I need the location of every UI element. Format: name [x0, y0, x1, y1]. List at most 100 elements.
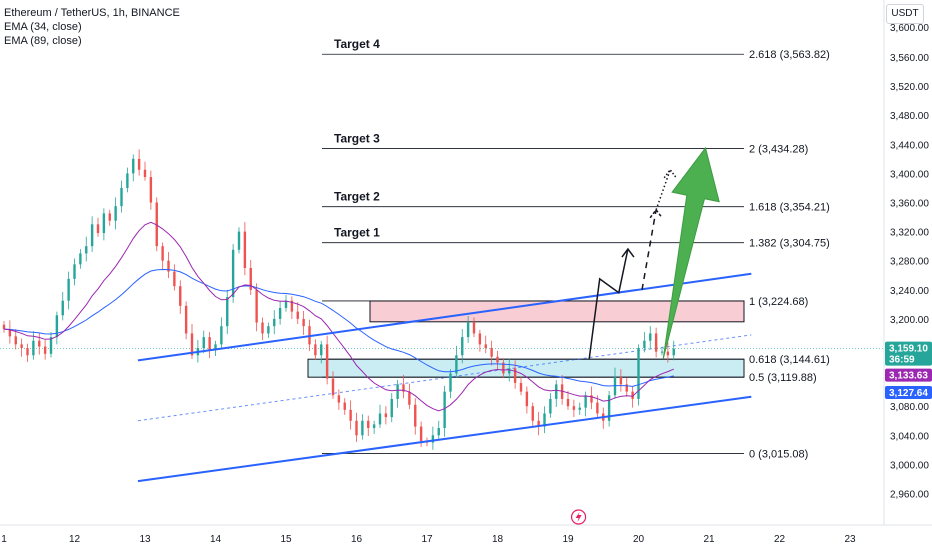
candle-body[interactable]: [85, 246, 88, 254]
candle-body[interactable]: [549, 398, 552, 414]
currency-unit-button[interactable]: USDT: [886, 4, 924, 24]
candle-body[interactable]: [273, 318, 276, 327]
candle-body[interactable]: [607, 395, 611, 421]
candle-body[interactable]: [496, 356, 499, 363]
candle-body[interactable]: [249, 267, 252, 290]
candle-body[interactable]: [484, 344, 487, 348]
candle-body[interactable]: [402, 384, 405, 392]
candle-body[interactable]: [243, 231, 247, 268]
candle-body[interactable]: [137, 158, 141, 170]
candle-body[interactable]: [466, 322, 470, 338]
projection-dashed[interactable]: [641, 209, 657, 290]
candle-body[interactable]: [372, 424, 376, 429]
candle-body[interactable]: [619, 377, 623, 385]
symbol-title[interactable]: Ethereum / TetherUS, 1h, BINANCE: [4, 7, 180, 19]
candle-body[interactable]: [8, 329, 12, 337]
candle-body[interactable]: [654, 333, 658, 352]
big-green-arrow[interactable]: [662, 146, 720, 360]
ema89-price-tag[interactable]: [885, 386, 932, 400]
candle-body[interactable]: [490, 348, 493, 357]
candle-body[interactable]: [355, 420, 358, 436]
ema34-line[interactable]: [3, 221, 674, 412]
channel-lower-line[interactable]: [137, 395, 752, 483]
candle-body[interactable]: [143, 169, 147, 178]
candle-body[interactable]: [572, 406, 576, 410]
candle-body[interactable]: [149, 177, 153, 203]
candle-body[interactable]: [55, 315, 59, 338]
candle-body[interactable]: [384, 413, 388, 418]
candle-body[interactable]: [290, 300, 294, 312]
candle-body[interactable]: [331, 378, 335, 396]
candle-body[interactable]: [132, 158, 135, 174]
candle-body[interactable]: [396, 384, 399, 399]
candle-body[interactable]: [237, 231, 241, 250]
candle-body[interactable]: [337, 395, 341, 403]
candle-body[interactable]: [126, 173, 129, 188]
candle-body[interactable]: [378, 413, 382, 425]
candle-body[interactable]: [408, 391, 411, 405]
candle-body[interactable]: [414, 404, 417, 427]
candle-body[interactable]: [67, 278, 70, 301]
ema89-indicator-label[interactable]: EMA (89, close): [4, 35, 82, 47]
candle-body[interactable]: [555, 384, 558, 399]
candle-body[interactable]: [666, 351, 670, 356]
candle-body[interactable]: [43, 346, 47, 354]
candle-body[interactable]: [461, 337, 464, 356]
candle-body[interactable]: [278, 307, 282, 319]
candle-body[interactable]: [255, 289, 258, 323]
candle-body[interactable]: [349, 409, 352, 421]
candle-body[interactable]: [314, 344, 317, 356]
candle-body[interactable]: [519, 382, 523, 392]
candle-body[interactable]: [431, 435, 435, 443]
candle-body[interactable]: [449, 373, 452, 392]
candle-body[interactable]: [637, 348, 640, 399]
projection-path[interactable]: [588, 248, 629, 359]
candle-body[interactable]: [531, 406, 534, 421]
candle-body[interactable]: [343, 402, 346, 410]
candle-body[interactable]: [478, 333, 482, 345]
projection-dotted[interactable]: [655, 169, 671, 211]
candle-body[interactable]: [214, 344, 217, 350]
candle-body[interactable]: [502, 362, 505, 374]
candle-body[interactable]: [543, 413, 546, 427]
candle-body[interactable]: [202, 337, 205, 348]
candle-body[interactable]: [49, 337, 53, 354]
candle-body[interactable]: [508, 368, 511, 374]
candle-body[interactable]: [161, 246, 164, 261]
candle-body[interactable]: [114, 206, 117, 221]
candle-body[interactable]: [38, 340, 41, 347]
channel-upper-line[interactable]: [137, 272, 752, 362]
candle-body[interactable]: [649, 333, 652, 341]
candle-body[interactable]: [537, 420, 540, 427]
candle-body[interactable]: [184, 305, 188, 334]
candle-body[interactable]: [613, 377, 617, 396]
candle-body[interactable]: [320, 344, 323, 356]
candle-body[interactable]: [26, 348, 29, 356]
candle-body[interactable]: [672, 348, 675, 356]
candle-body[interactable]: [120, 187, 123, 207]
ema89-line[interactable]: [3, 268, 674, 387]
candle-body[interactable]: [108, 213, 111, 221]
candle-body[interactable]: [578, 407, 581, 410]
candle-body[interactable]: [584, 395, 587, 408]
candle-body[interactable]: [61, 300, 64, 316]
candle-body[interactable]: [419, 426, 423, 442]
candle-body[interactable]: [367, 420, 370, 429]
candle-body[interactable]: [560, 384, 564, 399]
candle-body[interactable]: [513, 368, 517, 383]
candle-body[interactable]: [302, 318, 305, 327]
candle-body[interactable]: [566, 398, 570, 407]
candle-body[interactable]: [102, 213, 106, 234]
candle-body[interactable]: [443, 391, 446, 429]
candle-body[interactable]: [190, 333, 194, 356]
candle-body[interactable]: [525, 391, 529, 407]
ema34-price-tag[interactable]: [885, 368, 932, 382]
candle-body[interactable]: [590, 395, 593, 403]
candle-body[interactable]: [73, 264, 76, 279]
candle-body[interactable]: [261, 322, 264, 334]
candle-body[interactable]: [208, 337, 211, 350]
last-price-tag[interactable]: [885, 341, 932, 366]
candle-body[interactable]: [32, 340, 35, 356]
candle-body[interactable]: [296, 311, 299, 319]
